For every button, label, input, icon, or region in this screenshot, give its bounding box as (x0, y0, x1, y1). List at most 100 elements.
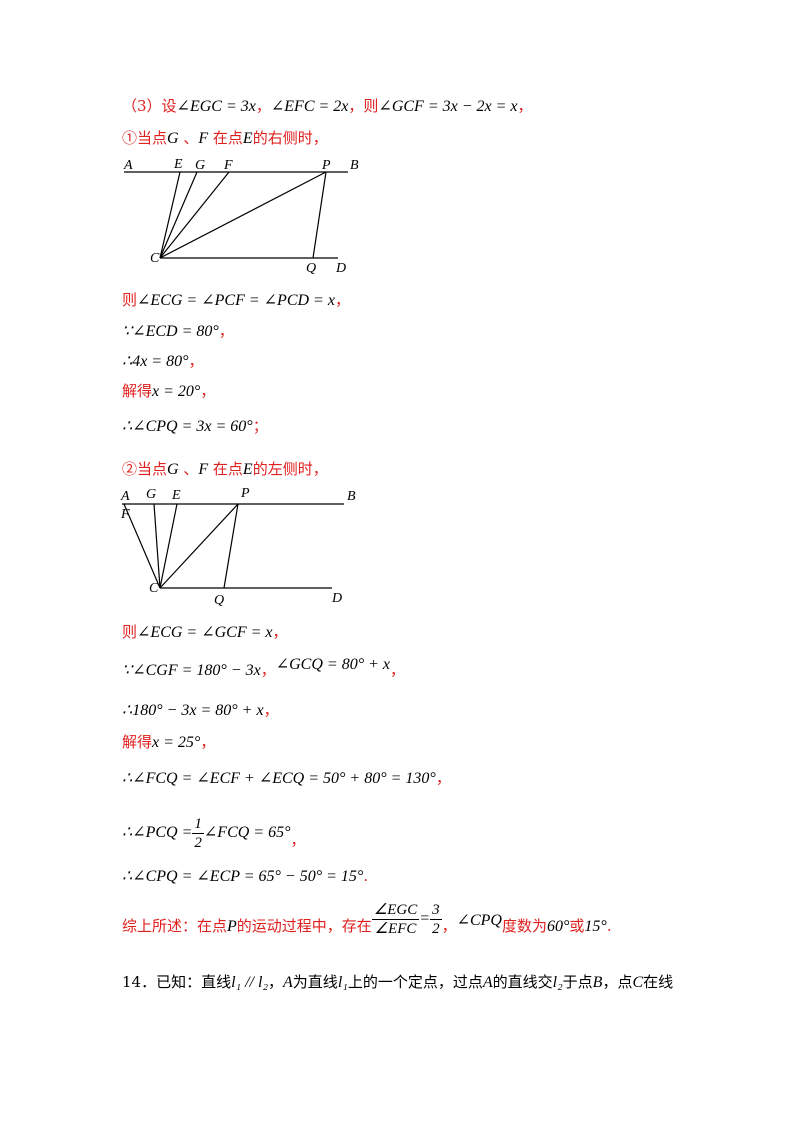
math: ∴ (122, 702, 133, 719)
math: ∠CGF = 180° − 3x (132, 662, 261, 679)
math: 4x = 80° (132, 353, 189, 370)
line-6: 解得x = 20°， (122, 381, 215, 402)
text: ， (200, 733, 216, 751)
math: ∠ECG = ∠GCF = x (137, 624, 273, 641)
numerator: 1 (192, 815, 204, 834)
text: 于点 (562, 973, 593, 991)
numerator: 3 (430, 901, 442, 920)
math: x = 25° (152, 734, 201, 751)
text: ①当点 (122, 129, 168, 147)
math: l₂ (552, 974, 563, 991)
fig2-label-e: E (171, 488, 181, 503)
math: 15° (584, 918, 607, 935)
text: 在点 (208, 460, 243, 478)
math: x = 20° (152, 383, 201, 400)
math: E (242, 461, 253, 478)
math: ∴ (122, 418, 133, 435)
text: ， (272, 623, 288, 641)
denominator: ∠EFC (374, 920, 417, 937)
text: （3）设 (122, 97, 177, 115)
line-7: ∴∠CPQ = 3x = 60°； (122, 416, 268, 437)
text: ， (188, 352, 204, 370)
math: ∠EFC = 2x (270, 98, 349, 115)
text: ， (435, 769, 451, 787)
text: 14．已知：直线 (122, 973, 232, 991)
denominator: 2 (432, 920, 440, 937)
fig1-label-f: F (223, 158, 233, 173)
text: 上的一个定点，过点 (347, 973, 483, 991)
math: G (167, 130, 179, 147)
math: A (283, 974, 293, 991)
line-13: ∴∠FCQ = ∠ECF + ∠ECQ = 50° + 80° = 130°， (122, 768, 451, 789)
fig2-label-a: A (120, 489, 130, 504)
text: ，则 (348, 97, 379, 115)
text: 、 (178, 129, 199, 147)
text: ，点 (602, 973, 633, 991)
text: ， (218, 322, 234, 340)
fig1-label-q: Q (306, 261, 316, 276)
text: 的运动过程中，存在 (236, 917, 372, 935)
case-1-heading: ①当点G 、F 在点E的右侧时， (122, 128, 328, 149)
math: ∠GCF = 3x − 2x = x (378, 98, 518, 115)
math: = (419, 910, 431, 927)
fig1-label-b: B (350, 158, 359, 173)
text: ， (441, 917, 457, 935)
fig2-label-b: B (347, 489, 356, 504)
math: ∵ (122, 323, 133, 340)
text: ， (389, 661, 405, 679)
math: A (482, 974, 493, 991)
text: 解得 (122, 382, 153, 400)
fig2-label-c: C (149, 581, 159, 596)
fig1-label-c: C (150, 251, 160, 266)
text: 、 (178, 460, 199, 478)
text: 的左侧时， (252, 460, 328, 478)
line-10: ∵∠CGF = 180° − 3x，∠GCQ = 80° + x， (122, 656, 405, 681)
math: ∠ECD = 80° (132, 323, 219, 340)
math: C (632, 974, 644, 991)
line-1: （3）设∠EGC = 3x，∠EFC = 2x，则∠GCF = 3x − 2x … (122, 96, 533, 117)
line-14: ∴∠PCQ = 1 2 ∠FCQ = 65°， (122, 812, 306, 853)
text: 度数为 (501, 917, 547, 935)
fig2-label-p: P (240, 486, 250, 501)
math: G (167, 461, 179, 478)
math: 60° (547, 918, 570, 935)
math: ∠EGC = 3x (176, 98, 256, 115)
text: ， (290, 831, 306, 849)
text: 的直线交 (492, 973, 553, 991)
figure-2: A F G E P B C Q D (120, 486, 356, 606)
fig2-label-f: F (120, 507, 130, 522)
fig1-label-d: D (335, 261, 346, 276)
text: 的右侧时， (252, 129, 328, 147)
text: 综上所述：在点 (122, 917, 228, 935)
math: F (198, 130, 209, 147)
text: ； (252, 417, 268, 435)
text: 则 (122, 291, 138, 309)
math: ∴ (122, 770, 133, 787)
fig1-label-p: P (321, 158, 331, 173)
math: E (242, 130, 253, 147)
text: 则 (122, 623, 138, 641)
math: ∴ (122, 868, 133, 885)
line-9: 则∠ECG = ∠GCF = x， (122, 622, 288, 643)
figure-1: A E G F P B C Q D (123, 157, 359, 276)
line-4: ∵∠ECD = 80°， (122, 321, 234, 342)
text: 在点 (208, 129, 243, 147)
fig2-label-g: G (146, 487, 156, 502)
numerator: ∠EGC (371, 901, 420, 920)
fig2-label-q: Q (214, 593, 224, 606)
case-2-heading: ②当点G 、F 在点E的左侧时， (122, 459, 328, 480)
denominator: 2 (194, 834, 202, 851)
conclusion: 综上所述：在点P的运动过程中，存在 ∠EGC ∠EFC = 3 2 ，∠CPQ度数为60°或… (122, 902, 612, 947)
text: ②当点 (122, 460, 168, 478)
text: ， (334, 291, 350, 309)
math: ∠CPQ (456, 912, 502, 929)
text: 为直线 (292, 973, 338, 991)
math: 180° − 3x = 80° + x (132, 702, 264, 719)
math: ∵ (122, 662, 133, 679)
math: B (592, 974, 603, 991)
problem-14: 14．已知：直线l₁ // l₂，A为直线l₁上的一个定点，过点A的直线交l₂于… (122, 972, 673, 993)
math: ∠CPQ = 3x = 60° (132, 418, 253, 435)
text: 或 (569, 917, 585, 935)
